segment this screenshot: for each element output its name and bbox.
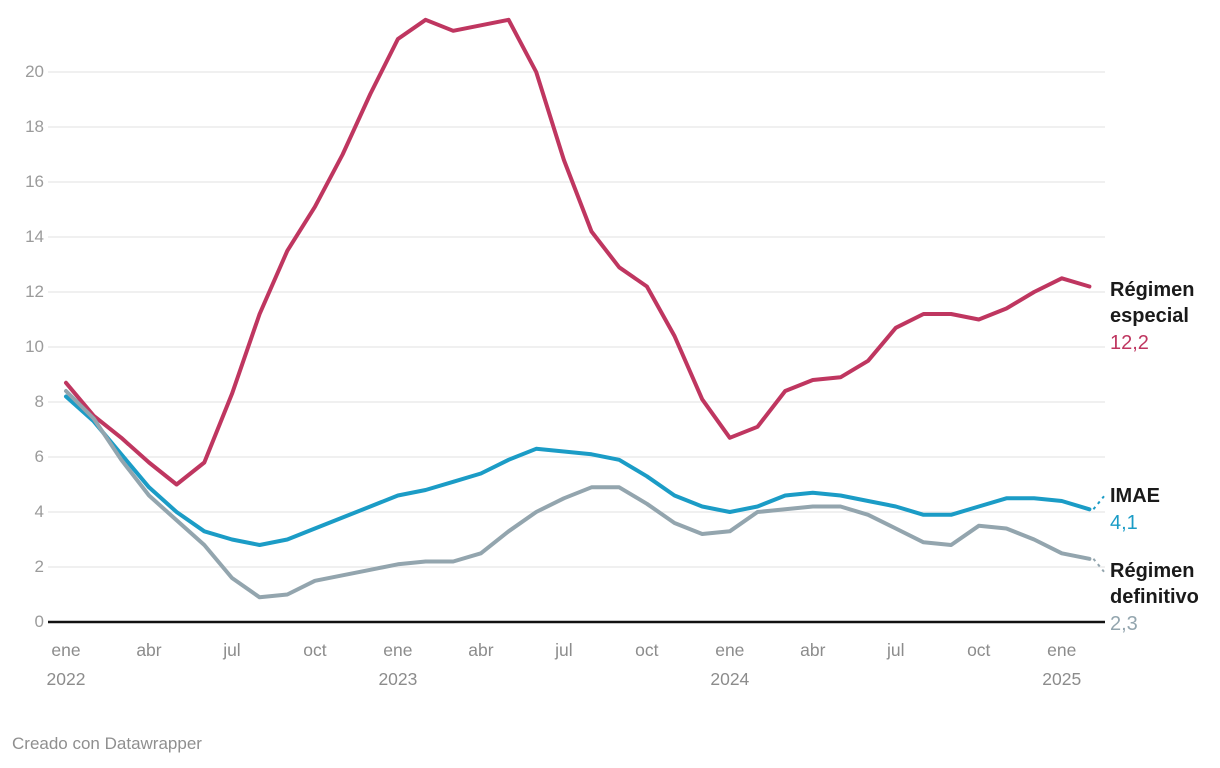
x-tick-label: oct (635, 640, 659, 660)
series-label-regimen-definitivo: Régimen definitivo 2,3 (1110, 558, 1218, 637)
x-year-label: 2025 (1042, 669, 1082, 689)
x-tick-label: oct (967, 640, 991, 660)
y-tick-label: 16 (25, 172, 44, 191)
series-label-regimen-especial: Régimen especial 12,2 (1110, 277, 1218, 356)
series-label-imae: IMAE 4,1 (1110, 483, 1218, 536)
x-tick-label: jul (555, 640, 573, 660)
x-tick-label: ene (1047, 640, 1077, 660)
y-tick-label: 14 (25, 227, 44, 246)
gridlines (48, 71, 1105, 568)
series-value-imae: 4,1 (1110, 512, 1138, 534)
y-tick-label: 20 (25, 62, 44, 81)
y-tick-label: 18 (25, 117, 44, 136)
series-name-regimen-especial: Régimen especial (1110, 279, 1195, 327)
x-tick-label: abr (800, 640, 826, 660)
x-year-label: 2024 (710, 669, 750, 689)
x-year-label: 2022 (46, 669, 86, 689)
series-value-regimen-especial: 12,2 (1110, 332, 1149, 354)
y-tick-label: 6 (34, 447, 44, 466)
y-tick-label: 12 (25, 282, 44, 301)
x-year-label: 2023 (378, 669, 418, 689)
datawrapper-credit: Creado con Datawrapper (12, 734, 202, 753)
series-value-regimen-definitivo: 2,3 (1110, 613, 1138, 635)
x-tick-label: ene (715, 640, 745, 660)
y-tick-label: 10 (25, 337, 44, 356)
label-connector-2 (1092, 558, 1105, 573)
x-tick-label: abr (468, 640, 494, 660)
y-tick-label: 8 (34, 392, 44, 411)
label-connector-1 (1092, 495, 1105, 510)
series-line-0 (64, 17, 1092, 487)
series-name-regimen-definitivo: Régimen definitivo (1110, 560, 1199, 608)
x-tick-label: jul (223, 640, 241, 660)
y-tick-label: 0 (34, 612, 44, 631)
series-line-1 (64, 394, 1092, 547)
x-tick-label: abr (136, 640, 162, 660)
series-line-2 (64, 389, 1092, 600)
series-name-imae: IMAE (1110, 485, 1160, 507)
y-tick-label: 2 (34, 557, 44, 576)
x-tick-label: ene (51, 640, 81, 660)
y-tick-label: 4 (34, 502, 44, 521)
x-tick-label: oct (303, 640, 327, 660)
x-tick-label: ene (383, 640, 413, 660)
x-tick-label: jul (887, 640, 905, 660)
